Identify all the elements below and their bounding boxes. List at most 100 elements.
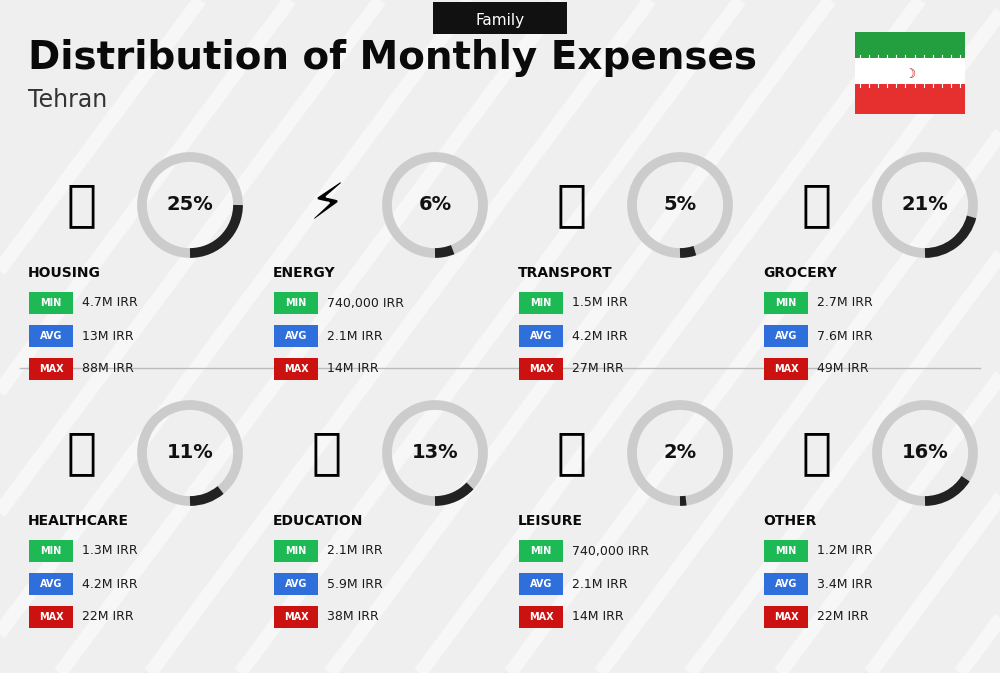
FancyBboxPatch shape — [764, 358, 808, 380]
Text: 2.1M IRR: 2.1M IRR — [572, 577, 628, 590]
Text: 3.4M IRR: 3.4M IRR — [817, 577, 873, 590]
Text: 🛍️: 🛍️ — [557, 429, 587, 477]
Text: TRANSPORT: TRANSPORT — [518, 266, 613, 280]
Text: 🛒: 🛒 — [802, 181, 832, 229]
FancyBboxPatch shape — [764, 540, 808, 562]
Text: AVG: AVG — [775, 331, 797, 341]
Text: Family: Family — [475, 13, 525, 28]
Text: 🎓: 🎓 — [312, 429, 342, 477]
Text: MIN: MIN — [530, 546, 552, 556]
Text: HEALTHCARE: HEALTHCARE — [28, 514, 129, 528]
FancyBboxPatch shape — [274, 573, 318, 595]
FancyBboxPatch shape — [519, 606, 563, 628]
Text: 4.2M IRR: 4.2M IRR — [572, 330, 628, 343]
Text: AVG: AVG — [285, 331, 307, 341]
Text: 4.2M IRR: 4.2M IRR — [82, 577, 138, 590]
Text: 14M IRR: 14M IRR — [327, 363, 379, 376]
Text: LEISURE: LEISURE — [518, 514, 583, 528]
Text: 🏢: 🏢 — [67, 181, 97, 229]
Text: MIN: MIN — [775, 546, 797, 556]
FancyBboxPatch shape — [519, 573, 563, 595]
FancyBboxPatch shape — [519, 540, 563, 562]
Text: 16%: 16% — [902, 444, 948, 462]
FancyBboxPatch shape — [29, 292, 73, 314]
FancyBboxPatch shape — [519, 325, 563, 347]
Text: 740,000 IRR: 740,000 IRR — [327, 297, 404, 310]
FancyBboxPatch shape — [29, 606, 73, 628]
Text: AVG: AVG — [775, 579, 797, 589]
FancyBboxPatch shape — [764, 325, 808, 347]
Text: 5%: 5% — [663, 195, 697, 215]
Text: Tehran: Tehran — [28, 88, 107, 112]
FancyBboxPatch shape — [855, 58, 965, 84]
Text: AVG: AVG — [40, 331, 62, 341]
Text: 2.1M IRR: 2.1M IRR — [327, 330, 383, 343]
Text: 1.2M IRR: 1.2M IRR — [817, 544, 873, 557]
Text: 88M IRR: 88M IRR — [82, 363, 134, 376]
Text: MAX: MAX — [284, 612, 308, 622]
Text: 2%: 2% — [663, 444, 697, 462]
Text: 🏥: 🏥 — [67, 429, 97, 477]
Text: 13%: 13% — [412, 444, 458, 462]
FancyBboxPatch shape — [764, 606, 808, 628]
Text: HOUSING: HOUSING — [28, 266, 101, 280]
Text: 740,000 IRR: 740,000 IRR — [572, 544, 649, 557]
Text: Distribution of Monthly Expenses: Distribution of Monthly Expenses — [28, 39, 757, 77]
Text: MAX: MAX — [774, 612, 798, 622]
Text: GROCERY: GROCERY — [763, 266, 837, 280]
Text: AVG: AVG — [40, 579, 62, 589]
Text: 13M IRR: 13M IRR — [82, 330, 134, 343]
Text: 4.7M IRR: 4.7M IRR — [82, 297, 138, 310]
Text: 21%: 21% — [902, 195, 948, 215]
Text: 49M IRR: 49M IRR — [817, 363, 869, 376]
FancyBboxPatch shape — [433, 2, 567, 34]
Text: MAX: MAX — [39, 612, 63, 622]
Text: 1.5M IRR: 1.5M IRR — [572, 297, 628, 310]
Text: MIN: MIN — [285, 546, 307, 556]
Text: ⚡: ⚡ — [309, 181, 345, 229]
Text: AVG: AVG — [530, 331, 552, 341]
FancyBboxPatch shape — [29, 358, 73, 380]
Text: AVG: AVG — [285, 579, 307, 589]
FancyBboxPatch shape — [274, 606, 318, 628]
Text: 11%: 11% — [167, 444, 213, 462]
Text: ☽: ☽ — [904, 67, 916, 81]
Text: MIN: MIN — [40, 546, 62, 556]
Text: 7.6M IRR: 7.6M IRR — [817, 330, 873, 343]
FancyBboxPatch shape — [519, 292, 563, 314]
Text: MIN: MIN — [775, 298, 797, 308]
Text: 22M IRR: 22M IRR — [817, 610, 869, 623]
Text: MAX: MAX — [529, 364, 553, 374]
Text: MIN: MIN — [40, 298, 62, 308]
FancyBboxPatch shape — [29, 573, 73, 595]
Text: OTHER: OTHER — [763, 514, 816, 528]
FancyBboxPatch shape — [764, 573, 808, 595]
Text: 14M IRR: 14M IRR — [572, 610, 624, 623]
FancyBboxPatch shape — [764, 292, 808, 314]
Text: EDUCATION: EDUCATION — [273, 514, 363, 528]
Text: MAX: MAX — [284, 364, 308, 374]
Text: 25%: 25% — [167, 195, 213, 215]
FancyBboxPatch shape — [519, 358, 563, 380]
Text: MIN: MIN — [285, 298, 307, 308]
Text: 5.9M IRR: 5.9M IRR — [327, 577, 383, 590]
Text: ENERGY: ENERGY — [273, 266, 336, 280]
Text: MAX: MAX — [39, 364, 63, 374]
Text: MAX: MAX — [774, 364, 798, 374]
FancyBboxPatch shape — [29, 325, 73, 347]
Text: MIN: MIN — [530, 298, 552, 308]
Text: AVG: AVG — [530, 579, 552, 589]
Text: 1.3M IRR: 1.3M IRR — [82, 544, 138, 557]
Text: MAX: MAX — [529, 612, 553, 622]
FancyBboxPatch shape — [274, 358, 318, 380]
FancyBboxPatch shape — [855, 84, 965, 114]
FancyBboxPatch shape — [274, 540, 318, 562]
Text: 🚌: 🚌 — [557, 181, 587, 229]
FancyBboxPatch shape — [274, 292, 318, 314]
Text: 2.7M IRR: 2.7M IRR — [817, 297, 873, 310]
Text: 6%: 6% — [418, 195, 452, 215]
Text: 22M IRR: 22M IRR — [82, 610, 134, 623]
FancyBboxPatch shape — [274, 325, 318, 347]
FancyBboxPatch shape — [29, 540, 73, 562]
Text: 38M IRR: 38M IRR — [327, 610, 379, 623]
